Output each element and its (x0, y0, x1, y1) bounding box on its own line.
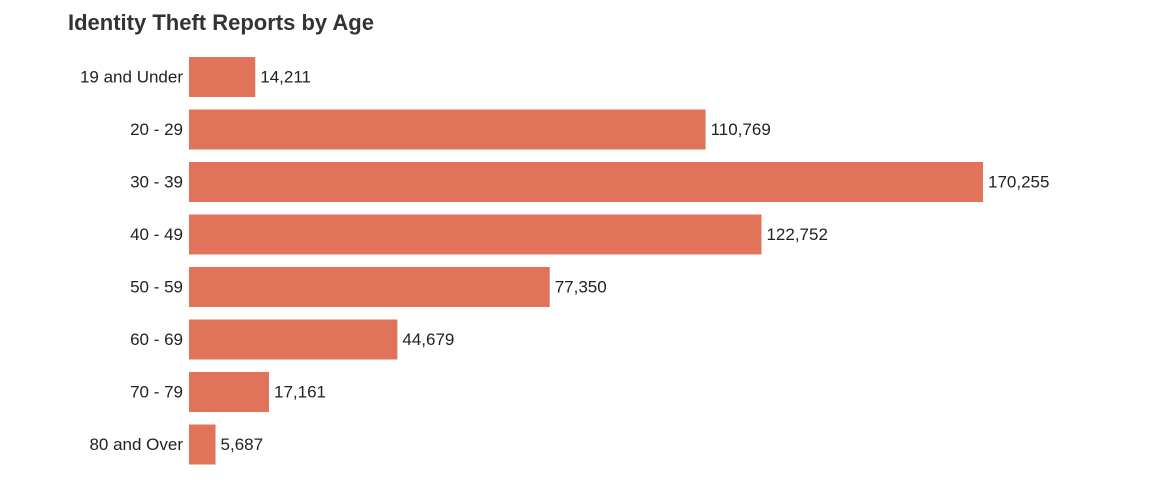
bar-6 (189, 372, 270, 412)
value-label-2: 170,255 (988, 173, 1049, 192)
category-label-6: 70 - 79 (130, 383, 183, 402)
value-label-7: 5,687 (221, 435, 264, 454)
category-label-2: 30 - 39 (130, 173, 183, 192)
value-label-5: 44,679 (402, 330, 454, 349)
category-label-5: 60 - 69 (130, 330, 183, 349)
bar-5 (189, 319, 398, 360)
bar-4 (189, 267, 550, 307)
value-label-4: 77,350 (555, 278, 607, 297)
category-label-0: 19 and Under (80, 68, 183, 87)
category-label-4: 50 - 59 (130, 278, 183, 297)
value-label-1: 110,769 (711, 120, 771, 139)
category-label-1: 20 - 29 (130, 120, 183, 139)
category-label-7: 80 and Over (89, 435, 183, 454)
bar-3 (189, 214, 762, 255)
bar-2 (189, 162, 983, 202)
bar-0 (189, 57, 256, 97)
value-label-6: 17,161 (274, 383, 326, 402)
value-label-0: 14,211 (260, 68, 311, 87)
chart-title: Identity Theft Reports by Age (68, 10, 374, 35)
value-label-3: 122,752 (766, 225, 827, 244)
bar-7 (189, 424, 216, 465)
category-label-3: 40 - 49 (130, 225, 183, 244)
bar-1 (189, 109, 706, 150)
